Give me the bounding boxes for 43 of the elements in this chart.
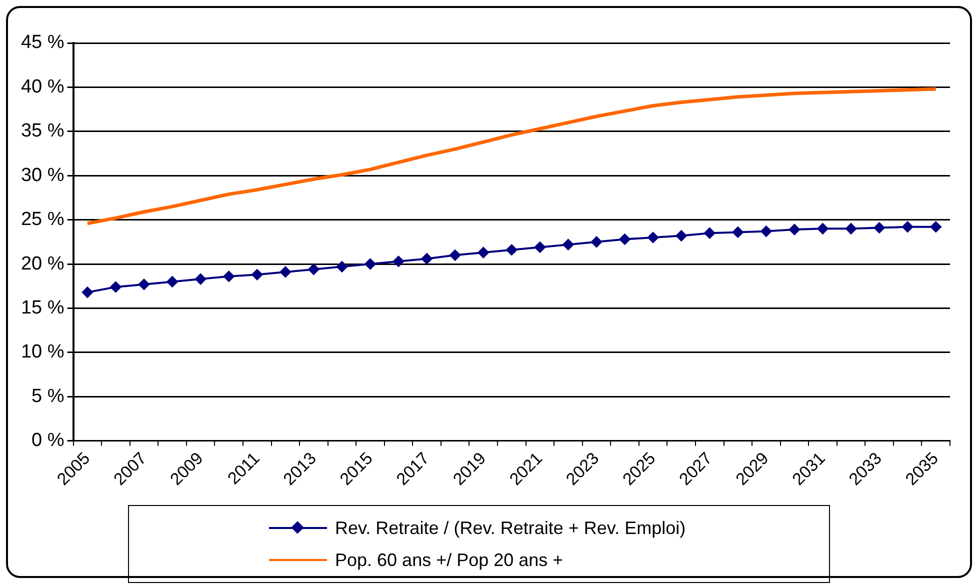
y-tick-label: 20 %	[20, 253, 64, 274]
point	[676, 230, 687, 242]
point	[421, 253, 432, 264]
point	[393, 256, 404, 267]
point	[308, 264, 320, 275]
point	[930, 221, 942, 232]
y-tick-label: 30 %	[20, 164, 64, 186]
point	[704, 228, 716, 239]
y-tick-label: 15 %	[20, 297, 64, 318]
point	[788, 224, 800, 236]
point	[280, 266, 291, 278]
point	[110, 282, 122, 293]
point	[846, 223, 857, 234]
legend-label: Rev. Retraite / (Rev. Retraite + Rev. Emploi)	[335, 518, 686, 538]
y-tick-label: 40 %	[20, 76, 64, 98]
y-tick-label: 35 %	[20, 120, 64, 142]
legend-label: Pop. 60 ans +/ Pop 20 ans +	[335, 550, 564, 570]
y-tick-label: 45 %	[20, 32, 64, 54]
point	[82, 286, 93, 298]
y-tick-label: 25 %	[20, 209, 64, 230]
y-tick-label: 5 %	[32, 386, 64, 407]
point	[874, 222, 885, 234]
point	[450, 250, 461, 261]
point	[336, 261, 348, 272]
y-tick-label: 10 %	[20, 342, 64, 363]
point	[138, 278, 150, 290]
point	[166, 276, 178, 288]
point	[902, 221, 914, 232]
point	[223, 270, 234, 282]
point	[590, 236, 602, 248]
point	[478, 247, 489, 258]
point	[252, 269, 263, 280]
point	[648, 232, 659, 243]
point	[534, 242, 546, 253]
point	[506, 244, 518, 256]
y-tick-label: 0 %	[32, 430, 64, 452]
point	[760, 226, 772, 237]
point	[817, 223, 828, 234]
point	[195, 274, 206, 285]
point	[364, 258, 376, 270]
point	[619, 234, 630, 245]
point	[562, 239, 574, 250]
point	[732, 226, 744, 238]
